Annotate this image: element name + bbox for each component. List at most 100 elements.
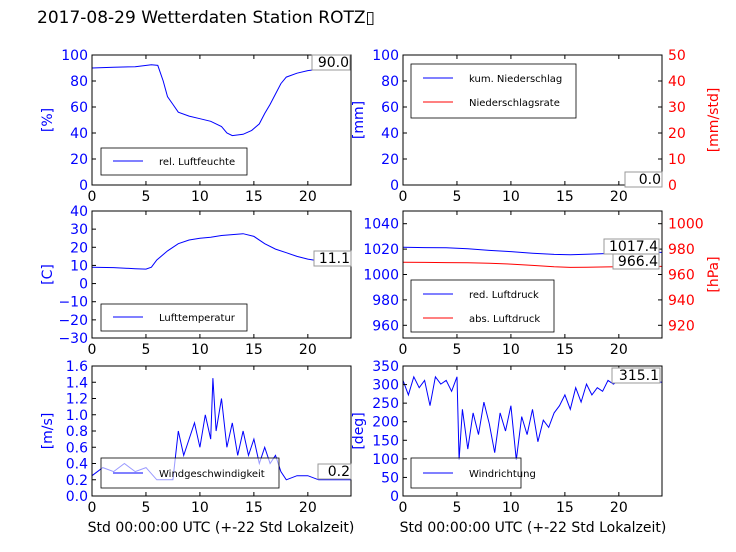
precipitation-x-tick-label: 5 — [452, 189, 461, 205]
windspeed-x-tick-label: 5 — [141, 500, 150, 516]
temperature-y-tick-label: 40 — [70, 204, 88, 220]
pressure-y-right-label: [hPa] — [706, 256, 722, 292]
temperature-current-value: 11.1 — [319, 251, 350, 267]
pressure-legend-box — [410, 279, 555, 333]
temperature-current-value-box — [313, 250, 352, 267]
humidity-y-tick-label: 0 — [79, 178, 88, 194]
precipitation-axes-frame — [402, 54, 663, 186]
humidity-y-tick-label: 80 — [70, 74, 88, 90]
temperature-y-label: [C] — [40, 264, 56, 285]
temperature-legend-label: Lufttemperatur — [159, 313, 236, 324]
precipitation-y-right-tick-label: 40 — [668, 74, 686, 90]
precipitation-y-tick-label: 40 — [381, 126, 399, 142]
winddirection-y-tick-label: 300 — [372, 378, 399, 394]
precipitation-y-right-tick-label: 50 — [668, 48, 686, 64]
precipitation-current-value-box — [624, 171, 663, 188]
windspeed-x-tick-label: 20 — [299, 500, 317, 516]
temperature-y-tick-label: 10 — [70, 258, 88, 274]
windspeed-y-tick-label: 1.6 — [66, 359, 88, 375]
windspeed-y-tick-label: 0.4 — [66, 457, 88, 473]
winddirection-y-label: [deg] — [351, 412, 367, 449]
precipitation-current-value: 0.0 — [639, 172, 661, 188]
humidity-legend-label: rel. Luftfeuchte — [159, 157, 235, 168]
windspeed-x-tick-label: 10 — [191, 500, 209, 516]
pressure-current-value: 966.4 — [618, 254, 658, 270]
pressure-y-tick-label: 980 — [372, 293, 399, 309]
windspeed-y-label: [m/s] — [40, 413, 56, 450]
pressure-legend-label: abs. Luftdruck — [469, 314, 540, 325]
pressure-y-right-tick-label: 920 — [668, 318, 695, 334]
precipitation-y-label: [mm] — [351, 101, 367, 139]
temperature-y-tick-label: −20 — [58, 313, 88, 329]
pressure-x-tick-label: 15 — [556, 342, 574, 358]
temperature-x-tick-label: 10 — [191, 342, 209, 358]
humidity-axes-frame — [91, 54, 352, 186]
humidity-y-label: [%] — [40, 108, 56, 132]
x-axis-label-right: Std 00:00:00 UTC (+-22 Std Lokalzeit) — [400, 520, 667, 536]
pressure-x-tick-label: 5 — [452, 342, 461, 358]
precipitation-x-tick-label: 15 — [556, 189, 574, 205]
page-title: 2017-08-29 Wetterdaten Station ROTZ▯ — [37, 8, 375, 28]
temperature-series-line-1 — [91, 233, 352, 270]
pressure-y-tick-label: 1000 — [363, 268, 399, 284]
winddirection-y-tick-label: 200 — [372, 415, 399, 431]
winddirection-x-tick-label: 0 — [399, 500, 408, 516]
winddirection-legend-label: Windrichtung — [469, 469, 536, 480]
precipitation-y-right-tick-label: 10 — [668, 152, 686, 168]
temperature-y-tick-label: −10 — [58, 295, 88, 311]
windspeed-x-tick-label: 15 — [245, 500, 263, 516]
winddirection-x-tick-label: 10 — [502, 500, 520, 516]
windspeed-y-tick-label: 0.2 — [66, 473, 88, 489]
pressure-y-right-tick-label: 960 — [668, 268, 695, 284]
humidity-current-value: 90.0 — [318, 55, 349, 71]
windspeed-y-tick-label: 1.4 — [66, 375, 88, 391]
precipitation-legend-label: Niederschlagsrate — [469, 98, 560, 109]
x-axis-label-left: Std 00:00:00 UTC (+-22 Std Lokalzeit) — [88, 520, 355, 536]
humidity-x-tick-label: 10 — [191, 189, 209, 205]
precipitation-x-tick-label: 10 — [502, 189, 520, 205]
humidity-y-tick-label: 100 — [61, 48, 88, 64]
humidity-current-value-box — [311, 54, 351, 71]
winddirection-x-tick-label: 15 — [556, 500, 574, 516]
temperature-x-tick-label: 5 — [141, 342, 150, 358]
pressure-y-tick-label: 1040 — [363, 217, 399, 233]
temperature-y-tick-label: 0 — [79, 277, 88, 293]
temperature-x-tick-label: 0 — [88, 342, 97, 358]
humidity-series-line-1 — [91, 64, 351, 137]
winddirection-x-tick-label: 20 — [610, 500, 628, 516]
humidity-x-tick-label: 0 — [88, 189, 97, 205]
winddirection-axes-frame — [402, 365, 663, 497]
precipitation-y-tick-label: 100 — [372, 48, 399, 64]
temperature-y-tick-label: 20 — [70, 240, 88, 256]
precipitation-legend-box — [410, 63, 577, 119]
precipitation-legend-label: kum. Niederschlag — [469, 74, 562, 85]
pressure-x-tick-label: 0 — [399, 342, 408, 358]
winddirection-y-tick-label: 250 — [372, 396, 399, 412]
pressure-y-right-tick-label: 940 — [668, 293, 695, 309]
temperature-x-tick-label: 20 — [299, 342, 317, 358]
precipitation-y-tick-label: 20 — [381, 152, 399, 168]
pressure-x-tick-label: 10 — [502, 342, 520, 358]
precipitation-y-right-tick-label: 0 — [668, 178, 677, 194]
temperature-y-tick-label: 30 — [70, 222, 88, 238]
windspeed-y-tick-label: 0.0 — [66, 489, 88, 505]
windspeed-y-tick-label: 0.6 — [66, 440, 88, 456]
winddirection-y-tick-label: 0 — [390, 489, 399, 505]
humidity-y-tick-label: 20 — [70, 152, 88, 168]
pressure-current-value: 1017.4 — [609, 239, 658, 255]
windspeed-legend-label: Windgeschwindigkeit — [159, 469, 265, 480]
winddirection-y-tick-label: 50 — [381, 470, 399, 486]
winddirection-current-value-box — [611, 367, 661, 384]
precipitation-y-right-tick-label: 30 — [668, 100, 686, 116]
windspeed-legend-box — [100, 457, 280, 489]
humidity-x-tick-label: 20 — [299, 189, 317, 205]
precipitation-x-tick-label: 20 — [610, 189, 628, 205]
pressure-y-tick-label: 1020 — [363, 242, 399, 258]
winddirection-y-tick-label: 100 — [372, 452, 399, 468]
pressure-x-tick-label: 20 — [610, 342, 628, 358]
humidity-x-tick-label: 5 — [141, 189, 150, 205]
winddirection-x-tick-label: 5 — [452, 500, 461, 516]
pressure-y-right-tick-label: 1000 — [668, 217, 704, 233]
